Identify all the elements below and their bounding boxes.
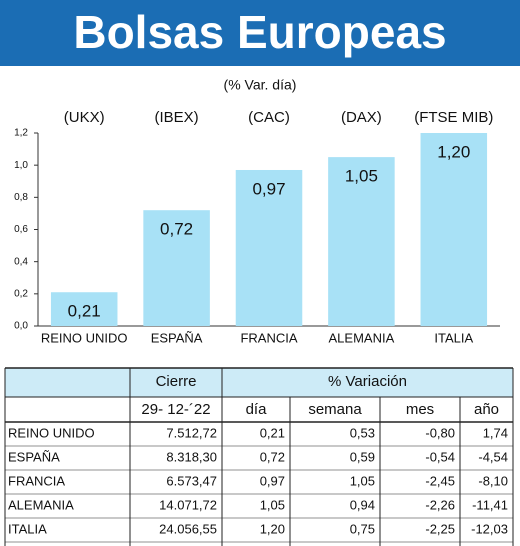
table-cell: -0,54 [425, 449, 455, 464]
value-label: 1,05 [345, 167, 378, 186]
x-tick-label: FRANCIA [240, 330, 297, 345]
table-cell: 14.071,72 [159, 497, 217, 512]
y-tick-label: 1,2 [14, 128, 28, 139]
table-cell: 6.573,47 [166, 473, 217, 488]
table-cell: 7.512,72 [166, 425, 217, 440]
table-cell: 0,53 [350, 425, 375, 440]
table-subheader: año [474, 401, 499, 418]
table-cell: -11,41 [472, 497, 508, 512]
table-subheader: semana [308, 401, 362, 418]
table-cell: -8,10 [478, 473, 508, 488]
value-label: 0,97 [252, 179, 285, 198]
x-tick-label: ESPAÑA [151, 330, 203, 345]
value-label: 0,21 [68, 302, 101, 321]
table-cell: ITALIA [8, 521, 47, 536]
table-cell: 1,05 [260, 497, 285, 512]
table-cell: -12,03 [471, 521, 508, 536]
table-cell: 0,94 [350, 497, 375, 512]
table-header: Cierre [156, 373, 197, 390]
x-tick-label: REINO UNIDO [41, 330, 128, 345]
table-cell: 0,72 [260, 449, 285, 464]
table-cell: ALEMANIA [8, 497, 74, 512]
table-cell: 1,20 [260, 521, 285, 536]
bar [50, 292, 118, 326]
y-tick-label: 1,0 [14, 160, 28, 171]
bar [235, 169, 303, 326]
ticker-label: (DAX) [341, 109, 382, 126]
table-cell: 24.056,55 [159, 521, 217, 536]
table-header: % Variación [328, 373, 407, 390]
chart-subtitle: (% Var. día) [224, 77, 297, 93]
title-banner [0, 0, 520, 66]
table-cell: 0,97 [260, 473, 285, 488]
table-cell: -2,25 [425, 521, 455, 536]
y-tick-label: 0,2 [14, 288, 28, 299]
table-cell: 0,59 [350, 449, 375, 464]
table-cell: -4,54 [478, 449, 508, 464]
bar [420, 133, 488, 326]
table-subheader: 29- 12-´22 [141, 401, 210, 418]
ticker-label: (CAC) [248, 109, 290, 126]
value-label: 0,72 [160, 220, 193, 239]
value-label: 1,20 [437, 142, 470, 161]
table-cell: 1,05 [350, 473, 375, 488]
x-tick-label: ALEMANIA [329, 330, 395, 345]
table-cell: -0,80 [425, 425, 455, 440]
table-cell: ESPAÑA [8, 449, 60, 464]
bar [328, 157, 395, 326]
table-subheader: mes [406, 401, 434, 418]
y-tick-label: 0,0 [14, 321, 28, 332]
table-header-bg [5, 368, 513, 397]
table-cell: 0,21 [260, 425, 285, 440]
table-cell: FRANCIA [8, 473, 65, 488]
y-tick-label: 0,4 [14, 256, 28, 267]
table-cell: -2,45 [425, 473, 455, 488]
y-tick-label: 0,6 [14, 224, 28, 235]
table-cell: 1,74 [483, 425, 508, 440]
table-cell: 8.318,30 [166, 449, 217, 464]
ticker-label: (FTSE MIB) [414, 109, 493, 126]
table-cell: -2,26 [425, 497, 455, 512]
bar [143, 210, 210, 326]
table-cell: 0,75 [350, 521, 375, 536]
chart-title: Bolsas Europeas [73, 6, 446, 58]
y-tick-label: 0,8 [14, 192, 28, 203]
ticker-label: (IBEX) [155, 109, 199, 126]
table-cell: REINO UNIDO [8, 425, 95, 440]
table-subheader: día [246, 401, 268, 418]
ticker-label: (UKX) [64, 109, 105, 126]
x-tick-label: ITALIA [434, 330, 473, 345]
